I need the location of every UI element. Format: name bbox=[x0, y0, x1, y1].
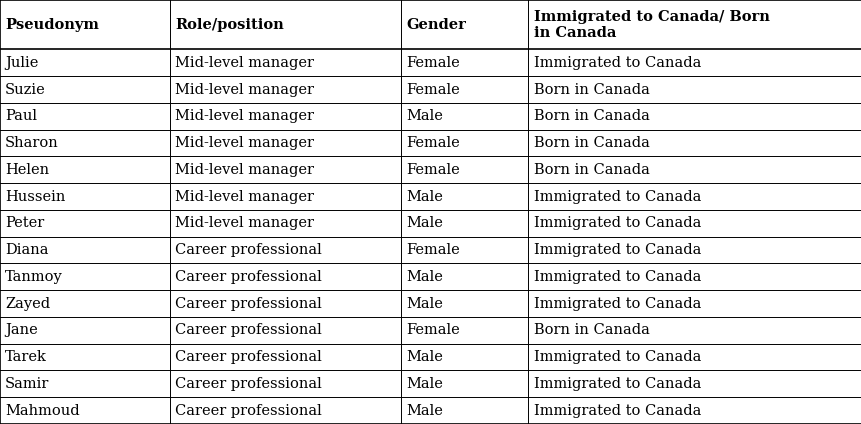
Text: Female: Female bbox=[406, 163, 459, 177]
Text: Pseudonym: Pseudonym bbox=[5, 18, 99, 32]
Text: Role/position: Role/position bbox=[175, 18, 283, 32]
Text: Male: Male bbox=[406, 216, 443, 230]
Text: Career professional: Career professional bbox=[175, 297, 321, 311]
Text: Immigrated to Canada: Immigrated to Canada bbox=[533, 404, 700, 418]
Text: Born in Canada: Born in Canada bbox=[533, 109, 648, 123]
Text: Career professional: Career professional bbox=[175, 350, 321, 364]
Text: Jane: Jane bbox=[5, 324, 38, 338]
Text: Male: Male bbox=[406, 404, 443, 418]
Text: Female: Female bbox=[406, 56, 459, 70]
Text: Female: Female bbox=[406, 83, 459, 97]
Text: Immigrated to Canada: Immigrated to Canada bbox=[533, 243, 700, 257]
Text: Mid-level manager: Mid-level manager bbox=[175, 190, 313, 204]
Text: Mid-level manager: Mid-level manager bbox=[175, 216, 313, 230]
Text: Career professional: Career professional bbox=[175, 404, 321, 418]
Text: Immigrated to Canada/ Born
in Canada: Immigrated to Canada/ Born in Canada bbox=[533, 10, 769, 40]
Text: Female: Female bbox=[406, 324, 459, 338]
Text: Hussein: Hussein bbox=[5, 190, 65, 204]
Text: Born in Canada: Born in Canada bbox=[533, 136, 648, 150]
Text: Gender: Gender bbox=[406, 18, 465, 32]
Text: Career professional: Career professional bbox=[175, 324, 321, 338]
Text: Male: Male bbox=[406, 377, 443, 391]
Text: Mid-level manager: Mid-level manager bbox=[175, 56, 313, 70]
Text: Peter: Peter bbox=[5, 216, 45, 230]
Text: Mid-level manager: Mid-level manager bbox=[175, 109, 313, 123]
Text: Tanmoy: Tanmoy bbox=[5, 270, 63, 284]
Text: Samir: Samir bbox=[5, 377, 49, 391]
Text: Helen: Helen bbox=[5, 163, 49, 177]
Text: Paul: Paul bbox=[5, 109, 37, 123]
Text: Immigrated to Canada: Immigrated to Canada bbox=[533, 297, 700, 311]
Text: Male: Male bbox=[406, 190, 443, 204]
Text: Immigrated to Canada: Immigrated to Canada bbox=[533, 377, 700, 391]
Text: Suzie: Suzie bbox=[5, 83, 46, 97]
Text: Male: Male bbox=[406, 109, 443, 123]
Text: Immigrated to Canada: Immigrated to Canada bbox=[533, 190, 700, 204]
Text: Immigrated to Canada: Immigrated to Canada bbox=[533, 350, 700, 364]
Text: Male: Male bbox=[406, 350, 443, 364]
Text: Born in Canada: Born in Canada bbox=[533, 324, 648, 338]
Text: Mahmoud: Mahmoud bbox=[5, 404, 80, 418]
Text: Career professional: Career professional bbox=[175, 270, 321, 284]
Text: Male: Male bbox=[406, 270, 443, 284]
Text: Immigrated to Canada: Immigrated to Canada bbox=[533, 270, 700, 284]
Text: Diana: Diana bbox=[5, 243, 48, 257]
Text: Female: Female bbox=[406, 243, 459, 257]
Text: Immigrated to Canada: Immigrated to Canada bbox=[533, 56, 700, 70]
Text: Sharon: Sharon bbox=[5, 136, 59, 150]
Text: Career professional: Career professional bbox=[175, 243, 321, 257]
Text: Immigrated to Canada: Immigrated to Canada bbox=[533, 216, 700, 230]
Text: Julie: Julie bbox=[5, 56, 39, 70]
Text: Mid-level manager: Mid-level manager bbox=[175, 83, 313, 97]
Text: Male: Male bbox=[406, 297, 443, 311]
Text: Career professional: Career professional bbox=[175, 377, 321, 391]
Text: Mid-level manager: Mid-level manager bbox=[175, 163, 313, 177]
Text: Born in Canada: Born in Canada bbox=[533, 163, 648, 177]
Text: Tarek: Tarek bbox=[5, 350, 47, 364]
Text: Zayed: Zayed bbox=[5, 297, 50, 311]
Text: Born in Canada: Born in Canada bbox=[533, 83, 648, 97]
Text: Mid-level manager: Mid-level manager bbox=[175, 136, 313, 150]
Text: Female: Female bbox=[406, 136, 459, 150]
